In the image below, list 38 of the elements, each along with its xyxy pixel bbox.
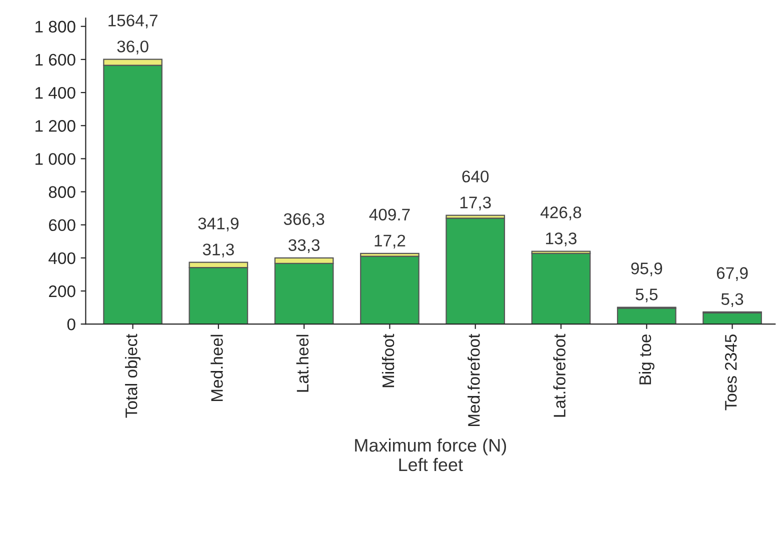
data-label: 33,3 [288, 239, 320, 253]
data-label: 426,8 [540, 206, 582, 220]
bar [360, 256, 420, 324]
x-tick-label: Midfoot [382, 334, 394, 388]
data-label: 13,3 [546, 232, 576, 246]
y-tick-label: 800 [48, 186, 76, 198]
data-label: 17,3 [460, 196, 491, 210]
data-label: 95,9 [631, 262, 662, 276]
x-tick-label: Med.heel [210, 334, 223, 401]
y-tick-label: 0 [67, 318, 76, 330]
y-tick-label: 600 [49, 219, 76, 232]
bar [531, 252, 591, 324]
data-label: 5,5 [636, 288, 658, 302]
x-tick-label: Big toe [638, 334, 654, 384]
y-tick-label: 1 200 [36, 120, 76, 132]
data-label: 409.7 [369, 208, 410, 220]
y-tick-label: 400 [48, 252, 76, 264]
y-tick-label: 1 800 [36, 20, 76, 33]
data-label: 366,3 [284, 213, 324, 227]
y-tick-label: 200 [49, 285, 76, 298]
data-label: 640 [462, 170, 489, 182]
x-tick-label: Lat.heel [296, 334, 309, 392]
x-tick-label: Lat.forefoot [553, 334, 566, 417]
x-tick-label: Total object [125, 334, 141, 418]
data-label: 31,3 [202, 244, 234, 258]
data-label: 17,2 [374, 234, 406, 248]
y-tick-label: 1 600 [36, 54, 76, 66]
bar [446, 218, 506, 324]
x-tick-label: Med.forefoot [468, 334, 480, 426]
y-tick-label: 1 000 [36, 153, 76, 165]
data-label: 1564,7 [108, 14, 158, 28]
x-tick-label: Toes 2345 [724, 334, 737, 410]
data-label: 5,3 [721, 293, 744, 307]
x-axis-title: Maximum force (N) Left feet [355, 438, 506, 472]
data-label: 36,0 [117, 40, 148, 54]
data-label: 341,9 [198, 218, 238, 232]
y-tick-label: 1 400 [36, 86, 76, 99]
data-label: 67,9 [716, 267, 748, 281]
